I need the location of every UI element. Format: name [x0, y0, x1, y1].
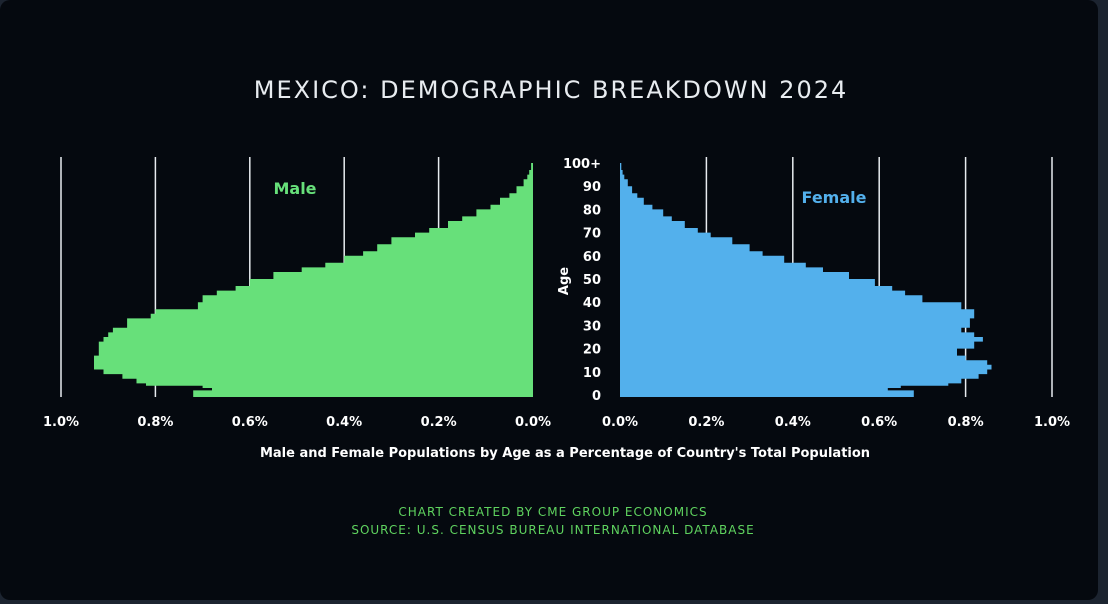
x-tick-left-3: 0.4%: [326, 415, 362, 430]
x-tick-left-5: 0.0%: [515, 415, 551, 430]
male-series-area: [94, 161, 533, 397]
female-series-area: [620, 161, 992, 397]
y-tick-8: 80: [583, 203, 601, 218]
y-tick-4: 40: [583, 296, 601, 311]
y-tick-2: 20: [583, 343, 601, 358]
x-tick-labels-left: 1.0% 0.8% 0.6% 0.4% 0.2% 0.0%: [43, 415, 551, 430]
x-tick-right-5: 1.0%: [1034, 415, 1070, 430]
x-tick-right-3: 0.6%: [861, 415, 897, 430]
y-tick-6: 60: [583, 250, 601, 265]
x-tick-left-4: 0.2%: [421, 415, 457, 430]
y-tick-1: 10: [583, 366, 601, 381]
y-tick-7: 70: [583, 227, 601, 242]
chart-title: MEXICO: DEMOGRAPHIC BREAKDOWN 2024: [254, 76, 849, 104]
x-tick-right-0: 0.0%: [602, 415, 638, 430]
y-tick-labels: 0 10 20 30 40 50 60 70 80 90 100+: [563, 157, 601, 404]
x-tick-left-0: 1.0%: [43, 415, 79, 430]
x-tick-left-2: 0.6%: [232, 415, 268, 430]
female-series-label: Female: [802, 188, 867, 207]
y-tick-3: 30: [583, 319, 601, 334]
y-tick-0: 0: [592, 389, 601, 404]
y-axis-label: Age: [557, 267, 572, 295]
x-tick-right-1: 0.2%: [688, 415, 724, 430]
source-line: SOURCE: U.S. CENSUS BUREAU INTERNATIONAL…: [351, 523, 754, 537]
x-axis-label: Male and Female Populations by Age as a …: [260, 446, 870, 461]
x-tick-right-4: 0.8%: [948, 415, 984, 430]
male-series-label: Male: [273, 179, 316, 198]
credit-line: CHART CREATED BY CME GROUP ECONOMICS: [398, 505, 707, 519]
x-tick-right-2: 0.4%: [775, 415, 811, 430]
x-tick-left-1: 0.8%: [137, 415, 173, 430]
y-tick-9: 90: [583, 180, 601, 195]
x-tick-labels-right: 0.0% 0.2% 0.4% 0.6% 0.8% 1.0%: [602, 415, 1070, 430]
y-tick-10: 100+: [563, 157, 601, 172]
y-tick-5: 50: [583, 273, 601, 288]
